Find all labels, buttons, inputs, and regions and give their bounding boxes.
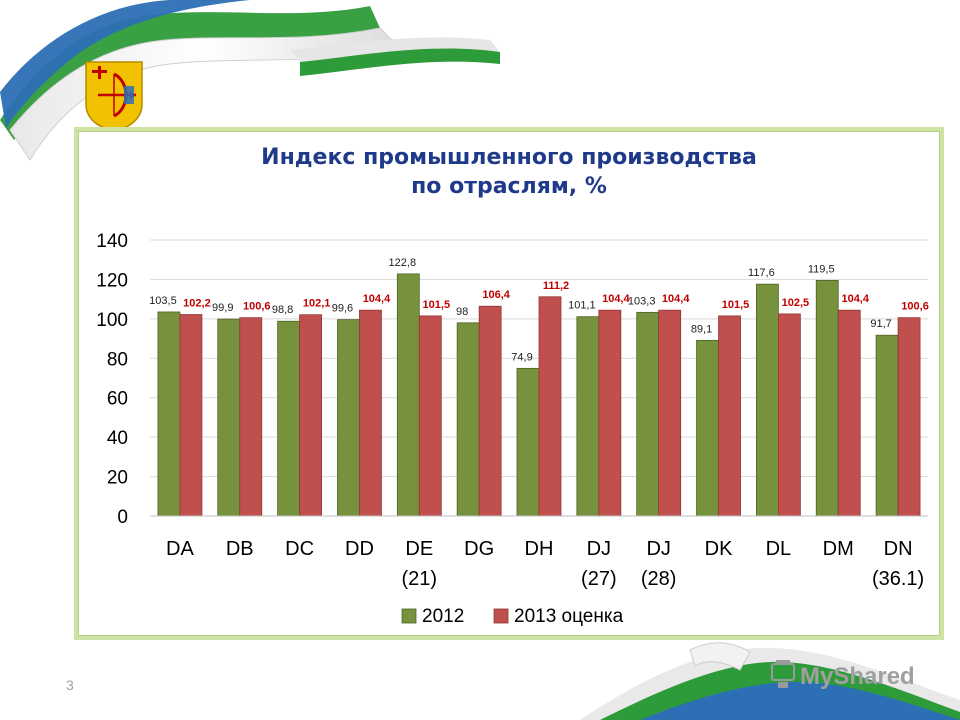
y-tick-label: 80 xyxy=(107,349,128,370)
data-label-2012: 122,8 xyxy=(389,257,417,269)
x-tick-label: (21) xyxy=(402,568,438,590)
y-tick-label: 100 xyxy=(96,310,128,331)
data-label-2012: 99,9 xyxy=(212,302,233,314)
data-label-2013: 104,4 xyxy=(841,293,869,305)
watermark-text: MyShared xyxy=(800,663,915,690)
data-label-2012: 99,6 xyxy=(332,303,353,315)
x-tick-label: DC xyxy=(285,538,314,560)
x-tick-label: (27) xyxy=(581,568,617,590)
data-label-2012: 117,6 xyxy=(748,267,775,279)
data-label-2012: 89,1 xyxy=(691,323,712,335)
y-tick-label: 60 xyxy=(107,389,128,410)
y-tick-label: 140 xyxy=(96,231,128,252)
bar-chart: 0 20 40 60 80 100 120 140 103,5 102,2 DA 99,9 100,6 D… xyxy=(96,231,929,627)
bar-2013 xyxy=(239,317,263,517)
data-label-2012: 119,5 xyxy=(808,263,835,275)
bar-2013 xyxy=(538,296,562,517)
bar-2013 xyxy=(598,309,622,517)
x-tick-label: (28) xyxy=(641,568,677,590)
data-label-2013: 104,4 xyxy=(662,293,690,305)
bar-2013 xyxy=(718,315,741,517)
bar-2012 xyxy=(396,273,420,517)
legend-swatch-2012 xyxy=(401,608,417,624)
data-label-2013: 102,1 xyxy=(303,298,331,310)
x-tick-label: DE xyxy=(405,538,433,560)
bar-2013 xyxy=(299,314,323,517)
y-tick-label: 120 xyxy=(96,270,128,291)
bar-2013 xyxy=(179,314,203,517)
x-tick-label: DA xyxy=(166,538,194,560)
y-tick-label: 0 xyxy=(117,507,128,528)
data-label-2012: 91,7 xyxy=(870,318,891,330)
data-label-2013: 104,4 xyxy=(602,293,630,305)
bar-2013 xyxy=(777,313,801,517)
bar-2012 xyxy=(217,318,241,517)
x-tick-label: DJ xyxy=(587,538,611,560)
bar-2012 xyxy=(636,311,660,517)
bar-2013 xyxy=(478,305,502,517)
data-label-2013: 100,6 xyxy=(901,301,929,313)
x-tick-label: DH xyxy=(525,538,554,560)
bar-2012 xyxy=(337,319,360,517)
chart-title-line-1: Индекс промышленного производства xyxy=(261,145,757,170)
x-tick-label: (36.1) xyxy=(872,568,924,590)
data-label-2013: 101,5 xyxy=(423,299,451,311)
bar-2013 xyxy=(359,309,382,517)
bar-2012 xyxy=(875,334,899,517)
data-label-2013: 102,5 xyxy=(782,297,810,309)
bar-2012 xyxy=(755,283,779,517)
data-label-2013: 111,2 xyxy=(543,280,569,292)
y-tick-label: 20 xyxy=(107,468,128,489)
chart-title: Индекс промышленного производства по отр… xyxy=(78,143,940,201)
bar-2012 xyxy=(456,322,480,517)
data-label-2012: 103,3 xyxy=(628,295,656,307)
x-tick-label: DG xyxy=(464,538,494,560)
bar-2013 xyxy=(897,317,921,517)
y-tick-label: 40 xyxy=(107,428,128,449)
data-label-2013: 106,4 xyxy=(482,289,510,301)
data-label-2013: 100,6 xyxy=(243,301,271,313)
data-label-2012: 101,1 xyxy=(568,300,596,312)
data-label-2012: 98 xyxy=(456,306,468,318)
coat-of-arms-icon xyxy=(85,61,143,132)
legend-label-2012: 2012 xyxy=(422,606,464,627)
x-tick-label: DL xyxy=(766,538,792,560)
bar-2012 xyxy=(516,367,540,517)
x-tick-label: DB xyxy=(226,538,254,560)
legend-label-2013: 2013 оценка xyxy=(514,606,624,627)
bar-2012 xyxy=(576,316,600,517)
chart-panel: Индекс промышленного производства по отр… xyxy=(74,127,944,640)
bar-2012 xyxy=(157,311,181,517)
data-label-2013: 102,2 xyxy=(183,298,211,310)
chart-title-line-2: по отраслям, % xyxy=(411,174,607,199)
bar-2013 xyxy=(658,309,682,517)
bar-2012 xyxy=(815,280,839,517)
x-tick-label: DN xyxy=(884,538,913,560)
legend-swatch-2013 xyxy=(493,608,509,624)
data-label-2012: 98,8 xyxy=(272,304,293,316)
data-label-2013: 101,5 xyxy=(722,299,750,311)
watermark-logo: MyShared xyxy=(771,660,915,690)
bar-2012 xyxy=(277,320,301,517)
x-tick-label: DM xyxy=(823,538,854,560)
data-label-2012: 103,5 xyxy=(149,295,177,307)
x-tick-label: DK xyxy=(705,538,733,560)
slide-number: 3 xyxy=(66,677,74,693)
data-label-2013: 104,4 xyxy=(363,293,391,305)
bar-2013 xyxy=(418,315,442,517)
x-tick-label: DJ xyxy=(646,538,670,560)
data-label-2012: 74,9 xyxy=(511,351,532,363)
bar-2012 xyxy=(696,339,719,517)
bar-2013 xyxy=(837,309,861,517)
x-tick-label: DD xyxy=(345,538,374,560)
